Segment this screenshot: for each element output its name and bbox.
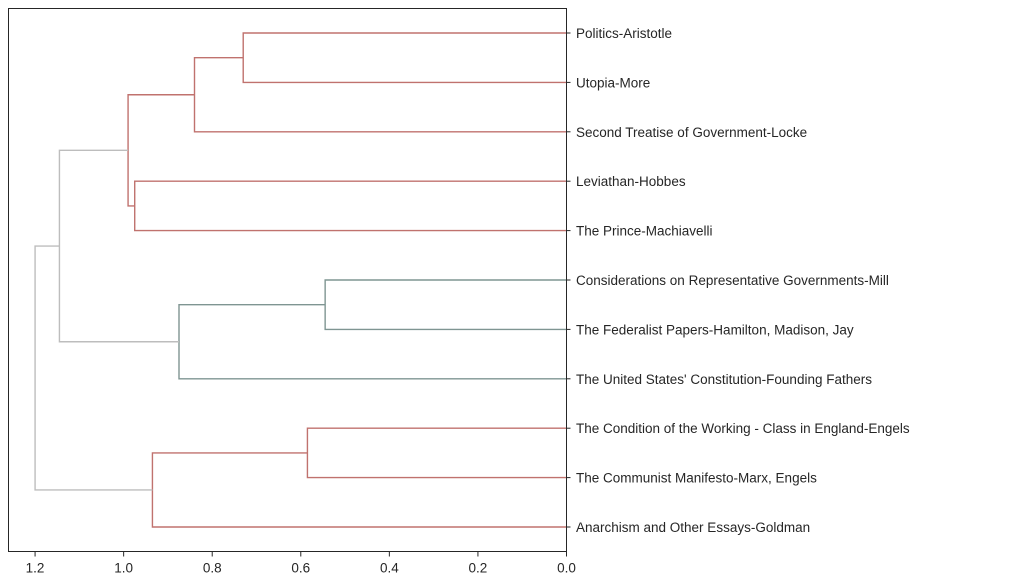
leaf-label: The Prince-Machiavelli (576, 224, 713, 239)
leaf-label: The Federalist Papers-Hamilton, Madison,… (576, 322, 854, 337)
x-tick-label: 0.2 (469, 561, 488, 576)
x-tick-label: 0.0 (557, 561, 576, 576)
dendrogram-link-c1 (242, 32, 567, 84)
leaf-label: Second Treatise of Government-Locke (576, 125, 807, 140)
dendrogram-link-c4 (127, 94, 195, 207)
leaf-label: Anarchism and Other Essays-Goldman (576, 520, 810, 535)
x-tick-label: 1.2 (26, 561, 45, 576)
dendrogram-link-c10 (34, 245, 153, 491)
dendrogram-link-c7 (58, 149, 179, 343)
leaf-labels: Politics-Aristotle Utopia-More Second Trea… (566, 26, 910, 535)
x-axis: 1.2 1.0 0.8 0.6 0.4 0.2 0.0 (26, 551, 576, 576)
dendrogram-link-c9 (151, 452, 567, 528)
leaf-label: Leviathan-Hobbes (576, 174, 686, 189)
dendrogram-link-c8 (306, 427, 567, 479)
leaf-label: The United States' Constitution-Founding… (576, 372, 872, 387)
dendrogram-link-c6 (178, 304, 567, 380)
leaf-label: Utopia-More (576, 75, 650, 90)
x-tick-label: 0.6 (291, 561, 310, 576)
leaf-label: The Communist Manifesto-Marx, Engels (576, 471, 817, 486)
x-tick-label: 1.0 (114, 561, 133, 576)
dendrogram-link-c5 (324, 279, 567, 331)
x-tick-label: 0.4 (380, 561, 399, 576)
leaf-label: Politics-Aristotle (576, 26, 672, 41)
x-tick-label: 0.8 (203, 561, 222, 576)
dendrogram-link-c2 (193, 57, 567, 133)
leaf-label: The Condition of the Working - Class in … (576, 421, 910, 436)
dendrogram-link-c3 (134, 180, 567, 232)
dendrogram-links (34, 32, 567, 528)
leaf-label: Considerations on Representative Governm… (576, 273, 889, 288)
